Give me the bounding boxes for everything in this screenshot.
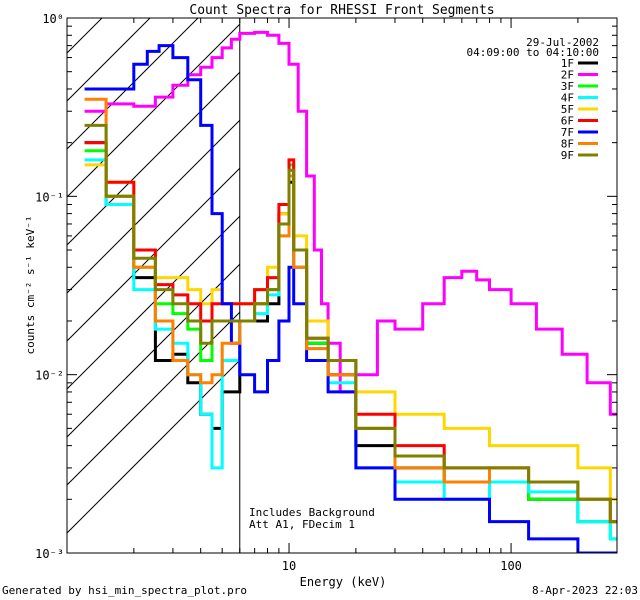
chart-time-range: 04:09:00 to 04:10:00: [467, 46, 599, 59]
chart-title: Count Spectra for RHESSI Front Segments: [189, 3, 494, 18]
legend-label-5f: 5F: [561, 103, 574, 116]
y-tick-label: 10⁻³: [35, 547, 64, 561]
legend-label-8f: 8F: [561, 138, 574, 151]
hatch-line: [67, 215, 240, 390]
legend-label-7f: 7F: [561, 126, 574, 139]
plot-frame: [66, 17, 618, 554]
y-tick-label: 10⁻¹: [35, 190, 64, 204]
axis-ticks: 10 100 10⁰ 10⁻¹ 10⁻² 10⁻³: [35, 12, 618, 573]
y-tick-label: 10⁻²: [35, 369, 64, 383]
x-axis-label: Energy (keV): [300, 575, 387, 589]
hatch-line: [67, 18, 103, 54]
hatch-line: [67, 359, 240, 534]
legend-label-6f: 6F: [561, 115, 574, 128]
series-2f-line: [84, 30, 617, 416]
annotation-background: Includes Background: [249, 506, 375, 519]
annotation-attenuator: Att A1, FDecim 1: [249, 518, 355, 531]
series-9f-line: [84, 123, 617, 524]
y-axis-label: counts cm⁻² s⁻¹ keV⁻¹: [24, 215, 37, 354]
y-tick-label: 10⁰: [42, 12, 64, 26]
footer-generated-by: Generated by hsi_min_spectra_plot.pro: [2, 584, 247, 597]
hatch-line: [67, 18, 151, 102]
series-lines: [84, 30, 617, 553]
legend-label-1f: 1F: [561, 57, 574, 70]
legend-label-4f: 4F: [561, 92, 574, 105]
legend-label-2f: 2F: [561, 69, 574, 82]
shaded-region: [67, 18, 240, 534]
x-tick-label: 10: [282, 559, 296, 573]
legend-label-9f: 9F: [561, 149, 574, 162]
series-7f-line: [84, 44, 617, 553]
legend-label-3f: 3F: [561, 80, 574, 93]
hatch-line: [67, 18, 199, 150]
x-tick-label: 100: [500, 559, 522, 573]
chart-date: 29-Jul-2002: [526, 36, 599, 49]
hatch-line: [67, 23, 240, 198]
footer-timestamp: 8-Apr-2023 22:03: [532, 584, 638, 597]
hatch-line: [67, 71, 240, 246]
